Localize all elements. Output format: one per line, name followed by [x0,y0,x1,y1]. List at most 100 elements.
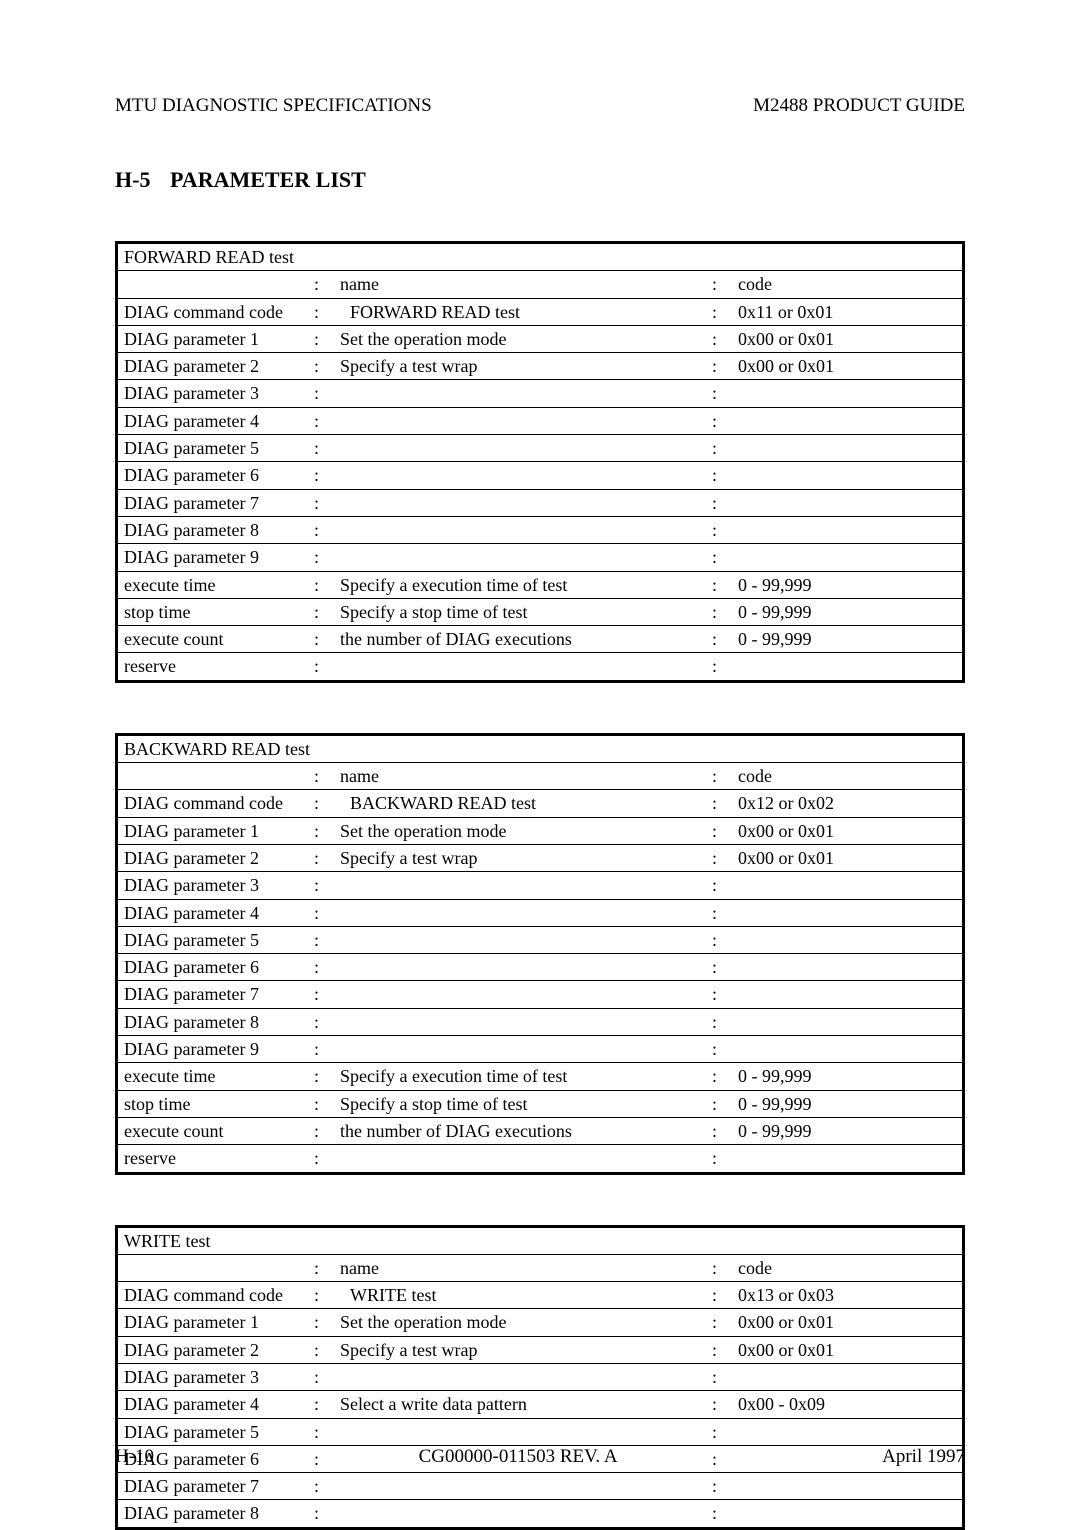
table-row-name [334,516,706,543]
table-row-code: 0 - 99,999 [732,571,964,598]
colon: : [308,981,334,1008]
colon: : [308,1145,334,1173]
table-row-label: DIAG parameter 6 [117,954,309,981]
colon: : [308,872,334,899]
colon: : [308,325,334,352]
table-row-code: 0x00 or 0x01 [732,817,964,844]
table-row-name [334,872,706,899]
colon: : [706,1391,732,1418]
table-row-name: Specify a stop time of test [334,598,706,625]
colon: : [706,571,732,598]
colon: : [706,1418,732,1445]
table-row-code: 0x00 or 0x01 [732,353,964,380]
colon: : [308,544,334,571]
table-row-label: DIAG parameter 4 [117,407,309,434]
table-row-label: execute count [117,1117,309,1144]
colon: : [706,1309,732,1336]
table-row-name: Specify a stop time of test [334,1090,706,1117]
colon: : [706,544,732,571]
table-row-label: DIAG parameter 3 [117,1363,309,1390]
table-row-name: the number of DIAG executions [334,1117,706,1144]
parameter-table: WRITE test:name:codeDIAG command code:WR… [115,1225,965,1530]
table-row-name [334,489,706,516]
colon: : [308,462,334,489]
table-row-code [732,1363,964,1390]
table-row-name [334,544,706,571]
colon: : [308,1473,334,1500]
table-row-label: execute time [117,1063,309,1090]
table-row-label: DIAG parameter 5 [117,435,309,462]
table-row-name: Set the operation mode [334,817,706,844]
table-row-label: DIAG parameter 7 [117,489,309,516]
colon: : [308,1500,334,1528]
colon: : [308,571,334,598]
table-row-name: BACKWARD READ test [334,790,706,817]
colon: : [308,1063,334,1090]
parameter-table: BACKWARD READ test:name:codeDIAG command… [115,733,965,1175]
table-row-label: DIAG parameter 3 [117,380,309,407]
colon: : [706,926,732,953]
table-row-label: DIAG parameter 6 [117,462,309,489]
table-row-name: Set the operation mode [334,1309,706,1336]
colon: : [706,1036,732,1063]
colon: : [706,353,732,380]
table-row-label: DIAG parameter 7 [117,1473,309,1500]
colon: : [706,817,732,844]
table-row-name [334,1363,706,1390]
table-row-label: DIAG parameter 4 [117,899,309,926]
colon: : [308,817,334,844]
table-row-code [732,1036,964,1063]
colon: : [308,353,334,380]
table-row-name [334,462,706,489]
table-row-code [732,407,964,434]
colon: : [308,844,334,871]
table-row-code [732,899,964,926]
colon: : [706,1500,732,1528]
table-row-name [334,380,706,407]
colon: : [308,899,334,926]
colon: : [706,790,732,817]
table-row-code [732,516,964,543]
table-row-code: 0x11 or 0x01 [732,298,964,325]
colon: : [706,435,732,462]
colon: : [706,626,732,653]
colon: : [706,653,732,681]
table-row-code: 0x13 or 0x03 [732,1282,964,1309]
colon: : [706,325,732,352]
colon: : [308,435,334,462]
table-row-name: Specify a test wrap [334,844,706,871]
table-row-name: FORWARD READ test [334,298,706,325]
header-right: M2488 PRODUCT GUIDE [753,95,965,117]
table-row-code [732,954,964,981]
table-row-name [334,981,706,1008]
colon: : [706,763,732,790]
column-header-code: code [732,1254,964,1281]
table-row-name [334,1418,706,1445]
colon: : [308,407,334,434]
colon: : [308,790,334,817]
table-row-label: stop time [117,1090,309,1117]
table-row-label: DIAG parameter 8 [117,516,309,543]
table-row-code [732,489,964,516]
table-row-label: DIAG parameter 5 [117,1418,309,1445]
page-footer: H-10 CG00000-011503 REV. A April 1997 [115,1446,965,1468]
colon: : [308,516,334,543]
colon: : [308,271,334,298]
table-row-code [732,926,964,953]
table-row-name [334,926,706,953]
table-row-label: reserve [117,1145,309,1173]
table-row-label: DIAG command code [117,790,309,817]
colon: : [706,954,732,981]
table-row-name: WRITE test [334,1282,706,1309]
table-row-code [732,544,964,571]
table-row-label: execute count [117,626,309,653]
colon: : [706,872,732,899]
table-row-code: 0x00 - 0x09 [732,1391,964,1418]
footer-right: April 1997 [882,1446,965,1468]
table-row-label: DIAG parameter 9 [117,1036,309,1063]
table-row-name: Specify a execution time of test [334,571,706,598]
colon: : [706,1363,732,1390]
colon: : [308,298,334,325]
column-header-name: name [334,271,706,298]
table-row-code [732,653,964,681]
